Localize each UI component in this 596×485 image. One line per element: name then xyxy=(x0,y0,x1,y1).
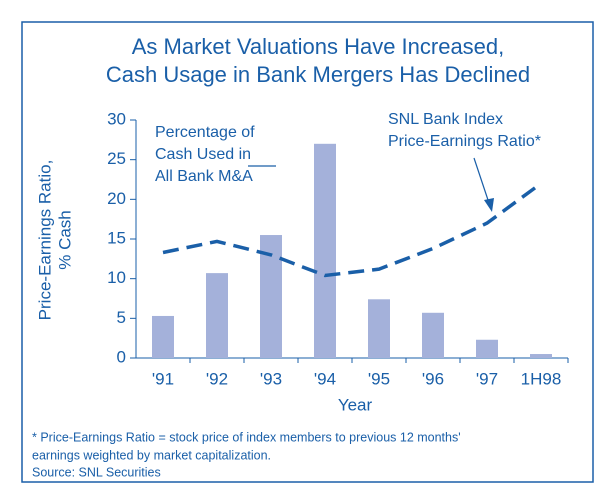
y-tick-label: 15 xyxy=(107,228,126,247)
footnote: * Price-Earnings Ratio = stock price of … xyxy=(32,430,461,444)
chart-title: Cash Usage in Bank Mergers Has Declined xyxy=(106,62,530,87)
bar xyxy=(152,315,174,358)
x-tick-label: '92 xyxy=(206,369,228,388)
bar xyxy=(206,273,228,358)
bar xyxy=(422,312,444,358)
footnote: earnings weighted by market capitalizati… xyxy=(32,448,271,462)
bar xyxy=(476,339,498,358)
arrow-head xyxy=(484,198,494,212)
annotation: All Bank M&A xyxy=(155,168,253,185)
y-tick-label: 0 xyxy=(117,347,126,366)
y-tick-label: 5 xyxy=(117,308,126,327)
x-tick-label: '95 xyxy=(368,369,390,388)
y-axis-label-line: % Cash xyxy=(55,210,74,270)
frame xyxy=(21,21,594,483)
line xyxy=(162,182,543,278)
x-axis-label: Year xyxy=(338,395,373,414)
x-tick-label: '97 xyxy=(476,369,498,388)
chart-title: As Market Valuations Have Increased, xyxy=(132,34,505,59)
y-tick-label: 25 xyxy=(107,149,126,168)
x-tick-label: '94 xyxy=(314,369,336,388)
annotation: Percentage of xyxy=(155,124,255,141)
x-tick-label: 1H98 xyxy=(521,369,562,388)
bar xyxy=(260,235,282,358)
bar xyxy=(530,354,552,358)
x-tick-label: '93 xyxy=(260,369,282,388)
annotation: Cash Used in xyxy=(155,146,251,163)
x-tick-label: '91 xyxy=(152,369,174,388)
y-tick-label: 10 xyxy=(107,268,126,287)
annotation: Price-Earnings Ratio* xyxy=(388,133,541,150)
y-axis-label: Price-Earnings Ratio, % Cash xyxy=(35,160,74,321)
annotation: SNL Bank Index xyxy=(388,111,503,128)
bar xyxy=(368,299,390,358)
annotation-arrow xyxy=(473,157,491,207)
x-tick-label: '96 xyxy=(422,369,444,388)
source: Source: SNL Securities xyxy=(32,465,161,479)
y-axis-label-line: Price-Earnings Ratio, xyxy=(35,160,54,321)
bar xyxy=(314,143,336,358)
y-tick-label: 20 xyxy=(107,189,126,208)
y-tick-label: 30 xyxy=(107,109,126,128)
